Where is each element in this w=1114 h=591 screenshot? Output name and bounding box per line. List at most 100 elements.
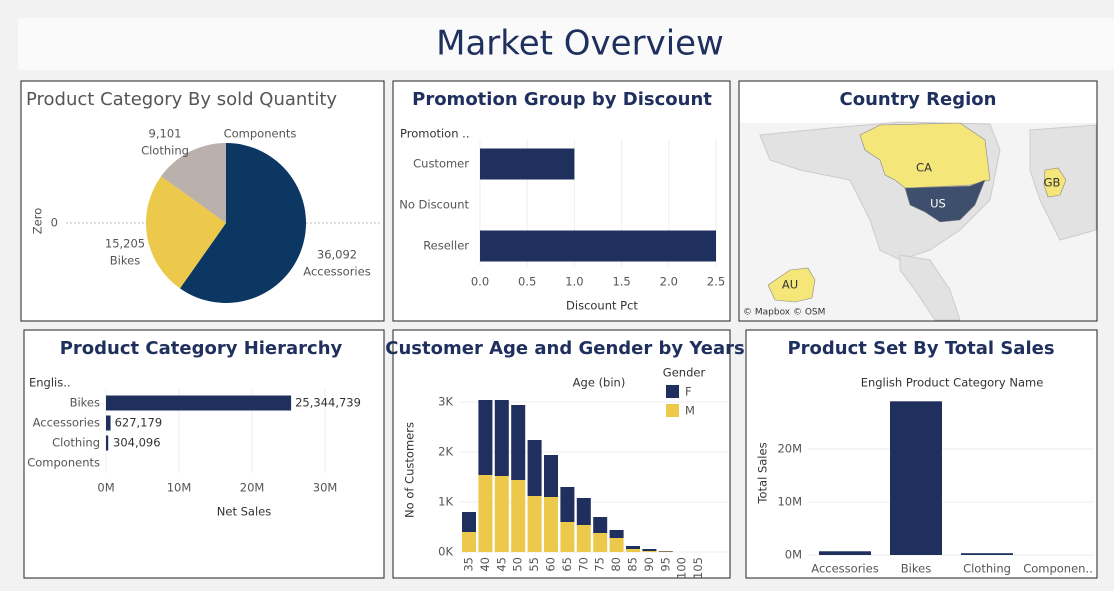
bar-segment	[609, 538, 624, 552]
bar	[106, 395, 292, 411]
y-axis-label: No of Customers	[403, 422, 417, 518]
x-tick-label: 75	[593, 557, 607, 572]
value-label: 25,344,739	[295, 396, 361, 410]
bar	[106, 415, 111, 431]
x-tick-label: 45	[494, 557, 508, 572]
panel	[23, 329, 385, 579]
chart-title: Product Category Hierarchy	[60, 338, 343, 359]
value-label: 627,179	[115, 416, 163, 430]
region-label: AU	[782, 278, 798, 292]
subtitle: English Product Category Name	[861, 376, 1044, 390]
category-label: Accessories	[33, 416, 100, 430]
x-tick-label: 30M	[313, 481, 338, 495]
chart-title: Promotion Group by Discount	[412, 89, 712, 110]
pie-slice	[179, 143, 307, 303]
bar-segment	[658, 551, 673, 552]
x-tick-label: 85	[626, 557, 640, 572]
bar	[106, 435, 109, 451]
x-tick-label: 100	[675, 557, 689, 579]
bar-segment	[462, 532, 476, 552]
x-tick-label: 10M	[167, 481, 192, 495]
x-tick-label: 95	[658, 557, 672, 572]
bar-segment	[494, 400, 509, 476]
legend-swatch	[666, 385, 679, 398]
bar	[890, 401, 942, 555]
bar-segment	[576, 525, 591, 552]
bar-segment	[626, 546, 640, 549]
category-label: Accessories	[303, 265, 370, 279]
bar-segment	[576, 498, 591, 525]
pie-slice	[161, 143, 226, 223]
chart-title: Product Category By sold Quantity	[26, 89, 337, 110]
value-label: 15,205	[105, 237, 145, 251]
x-tick-label: 1.5	[612, 275, 630, 289]
bar	[819, 551, 871, 555]
bar-segment	[560, 522, 575, 552]
x-axis-label: Age (bin)	[573, 376, 626, 390]
region	[1043, 167, 1067, 198]
bar	[961, 553, 1013, 555]
bar-segment	[511, 480, 526, 552]
bar-segment	[544, 455, 558, 497]
x-tick-label: 90	[642, 557, 656, 572]
y-tick-label: 0	[51, 216, 58, 230]
category-label: Clothing	[52, 436, 100, 450]
chart-title: Country Region	[840, 89, 997, 110]
bar-segment	[560, 487, 575, 522]
x-tick-label: 80	[609, 557, 623, 572]
legend-swatch	[666, 404, 679, 417]
category-label: No Discount	[399, 198, 469, 212]
bar-segment	[642, 551, 657, 552]
y-axis-label: Zero	[31, 208, 45, 234]
bar-segment	[593, 517, 608, 533]
bar-segment	[478, 400, 493, 475]
region	[767, 267, 816, 303]
bar-segment	[478, 475, 493, 552]
legend-label: F	[685, 385, 692, 399]
x-tick-label: 40	[478, 557, 492, 572]
x-tick-label: Clothing	[963, 562, 1011, 576]
bar-segment	[642, 549, 657, 551]
x-tick-label: 35	[462, 557, 476, 572]
y-tick-label: 0K	[438, 545, 453, 559]
value-label: 9,101	[149, 127, 182, 141]
x-tick-label: 105	[691, 557, 705, 579]
y-tick-label: 2K	[438, 445, 453, 459]
y-tick-label: 3K	[438, 395, 453, 409]
region-label: US	[930, 197, 946, 211]
bar-segment	[609, 530, 624, 538]
bar-segment	[511, 405, 526, 480]
category-header: Englis..	[29, 376, 71, 390]
x-tick-label: 2.0	[660, 275, 678, 289]
x-tick-label: 1.0	[565, 275, 583, 289]
dashboard-title: Market Overview	[436, 24, 724, 64]
value-label: 36,092	[317, 248, 357, 262]
y-tick-label: 1K	[438, 495, 453, 509]
category-label: Components	[27, 456, 100, 470]
x-tick-label: 70	[576, 557, 590, 572]
y-axis-label: Total Sales	[756, 442, 770, 504]
category-label: Customer	[413, 157, 469, 171]
region-label: CA	[916, 161, 932, 175]
bar	[480, 230, 716, 262]
bar-segment	[658, 551, 673, 552]
x-axis-label: Net Sales	[217, 505, 271, 519]
x-axis-label: Discount Pct	[566, 299, 638, 313]
x-tick-label: 60	[544, 557, 558, 572]
bar-segment	[593, 533, 608, 552]
y-tick-label: 10M	[777, 495, 802, 509]
chart-title: Customer Age and Gender by Years	[385, 338, 744, 359]
category-header: Promotion ..	[400, 127, 469, 141]
pie-slice	[146, 176, 226, 289]
category-label: Components	[224, 127, 297, 141]
x-tick-label: 2.5	[707, 275, 725, 289]
bar-segment	[462, 512, 476, 532]
x-tick-label: 55	[527, 557, 541, 572]
x-tick-label: Componen..	[1023, 562, 1093, 576]
category-label: Clothing	[141, 144, 189, 158]
panel	[392, 80, 731, 322]
bar-segment	[527, 496, 542, 552]
legend-title: Gender	[663, 366, 706, 380]
value-label: 304,096	[113, 436, 161, 450]
